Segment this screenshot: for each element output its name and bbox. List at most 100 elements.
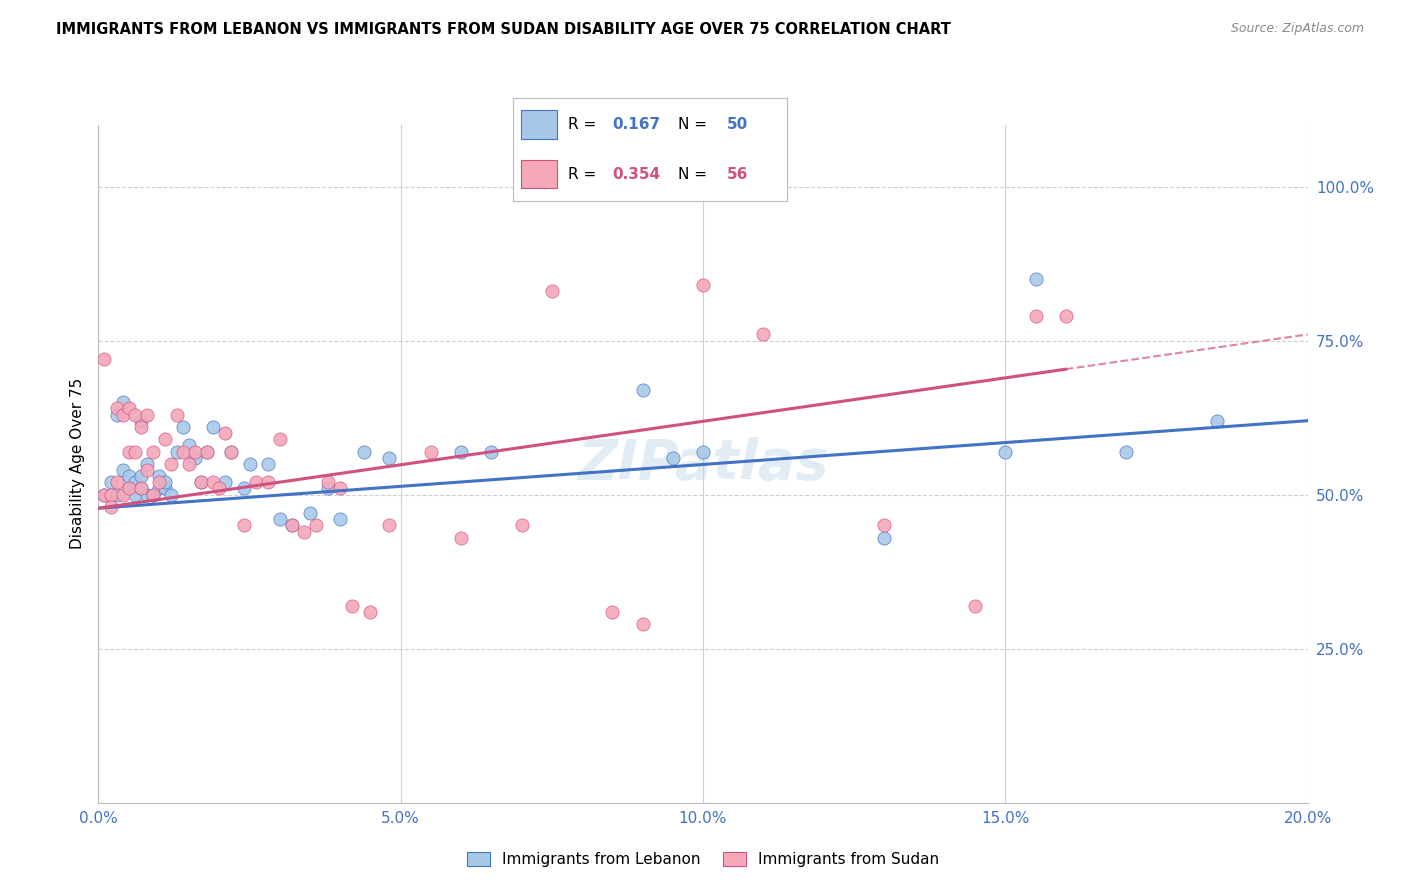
- Text: 50: 50: [727, 117, 748, 132]
- Point: [129, 482, 152, 496]
- Point: [239, 457, 262, 471]
- Point: [214, 425, 236, 440]
- Point: [105, 475, 128, 490]
- Point: [105, 408, 128, 422]
- Point: [124, 475, 146, 490]
- Text: IMMIGRANTS FROM LEBANON VS IMMIGRANTS FROM SUDAN DISABILITY AGE OVER 75 CORRELAT: IMMIGRANTS FROM LEBANON VS IMMIGRANTS FR…: [56, 22, 950, 37]
- Point: [179, 438, 201, 452]
- Point: [153, 482, 176, 496]
- Text: N =: N =: [678, 167, 711, 182]
- Point: [873, 518, 896, 533]
- Point: [118, 482, 141, 496]
- Point: [135, 488, 157, 502]
- Point: [190, 475, 212, 490]
- Point: [184, 450, 207, 465]
- Point: [100, 488, 122, 502]
- Point: [208, 482, 231, 496]
- Point: [1115, 444, 1137, 458]
- Point: [105, 488, 128, 502]
- Point: [540, 285, 562, 299]
- Point: [1024, 309, 1046, 323]
- Text: 56: 56: [727, 167, 748, 182]
- Point: [100, 475, 122, 490]
- Point: [148, 482, 170, 496]
- Point: [111, 463, 134, 477]
- Point: [93, 488, 115, 502]
- Point: [692, 278, 714, 293]
- Y-axis label: Disability Age Over 75: Disability Age Over 75: [69, 378, 84, 549]
- Point: [202, 420, 225, 434]
- Point: [1206, 414, 1229, 428]
- Point: [631, 617, 654, 632]
- Point: [129, 482, 152, 496]
- Point: [450, 444, 472, 458]
- Point: [129, 420, 152, 434]
- Point: [481, 444, 503, 458]
- Point: [142, 488, 165, 502]
- Point: [105, 401, 128, 416]
- Bar: [522, 111, 557, 139]
- Text: R =: R =: [568, 117, 602, 132]
- Point: [692, 444, 714, 458]
- Point: [292, 524, 315, 539]
- Point: [142, 444, 165, 458]
- Text: R =: R =: [568, 167, 602, 182]
- Point: [124, 488, 146, 502]
- Text: Source: ZipAtlas.com: Source: ZipAtlas.com: [1230, 22, 1364, 36]
- Point: [245, 475, 267, 490]
- Point: [111, 395, 134, 409]
- Text: ZIPatlas: ZIPatlas: [578, 437, 828, 491]
- Point: [135, 463, 157, 477]
- Point: [329, 482, 352, 496]
- Point: [329, 512, 352, 526]
- Point: [377, 518, 399, 533]
- Point: [377, 450, 399, 465]
- Point: [148, 469, 170, 483]
- Point: [100, 500, 122, 514]
- Point: [172, 444, 194, 458]
- Point: [450, 531, 472, 545]
- Point: [631, 383, 654, 397]
- Point: [160, 488, 183, 502]
- Point: [873, 531, 896, 545]
- Point: [118, 482, 141, 496]
- Point: [602, 605, 624, 619]
- Point: [166, 444, 188, 458]
- Point: [129, 414, 152, 428]
- Point: [353, 444, 375, 458]
- Point: [111, 488, 134, 502]
- Point: [190, 475, 212, 490]
- Point: [153, 475, 176, 490]
- Point: [1024, 272, 1046, 286]
- Point: [93, 488, 115, 502]
- Point: [195, 444, 218, 458]
- Point: [316, 475, 339, 490]
- Point: [179, 457, 201, 471]
- Point: [166, 408, 188, 422]
- Point: [184, 444, 207, 458]
- Point: [662, 450, 685, 465]
- Point: [232, 482, 254, 496]
- Point: [160, 457, 183, 471]
- Point: [93, 352, 115, 367]
- Bar: [522, 160, 557, 188]
- Point: [118, 444, 141, 458]
- Point: [232, 518, 254, 533]
- Point: [281, 518, 304, 533]
- Legend: Immigrants from Lebanon, Immigrants from Sudan: Immigrants from Lebanon, Immigrants from…: [461, 846, 945, 873]
- Point: [256, 475, 278, 490]
- Point: [316, 482, 339, 496]
- Point: [148, 475, 170, 490]
- Point: [135, 408, 157, 422]
- Point: [299, 506, 322, 520]
- Point: [118, 401, 141, 416]
- Text: 0.167: 0.167: [612, 117, 659, 132]
- Point: [965, 599, 987, 613]
- Point: [124, 408, 146, 422]
- Text: N =: N =: [678, 117, 711, 132]
- Point: [269, 432, 291, 446]
- Point: [153, 432, 176, 446]
- Point: [1054, 309, 1077, 323]
- Point: [142, 488, 165, 502]
- Point: [129, 469, 152, 483]
